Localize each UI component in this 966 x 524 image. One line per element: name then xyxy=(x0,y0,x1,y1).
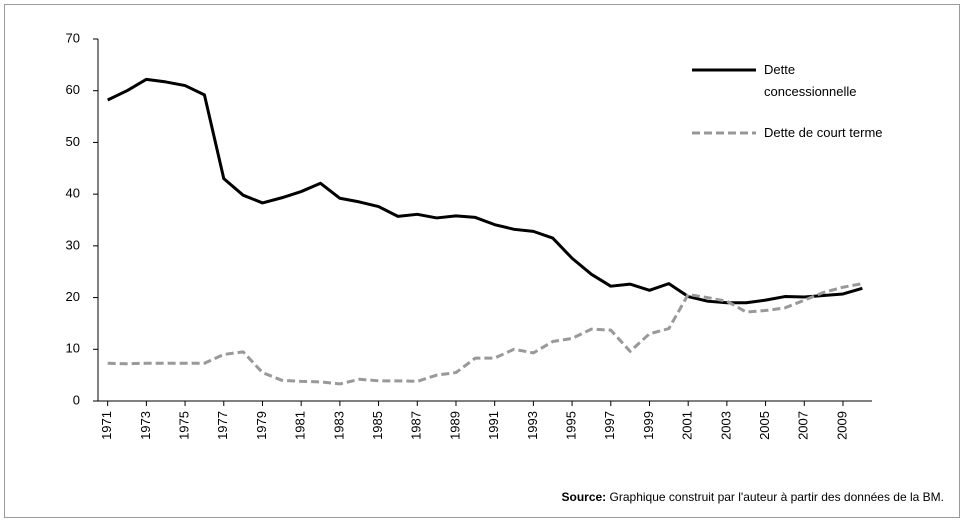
x-tick-label: 1981 xyxy=(293,411,308,440)
x-tick-label: 2009 xyxy=(834,411,849,440)
line-series xyxy=(107,282,863,386)
y-tick-label: 70 xyxy=(66,30,80,45)
source-note: Source: Graphique construit par l'auteur… xyxy=(561,490,944,504)
x-tick-label: 2003 xyxy=(718,411,733,440)
x-tick-label: 1985 xyxy=(370,411,385,440)
source-label: Source: xyxy=(561,490,607,504)
y-tick-label: 50 xyxy=(66,134,80,149)
x-tick-label: 2007 xyxy=(796,411,811,440)
x-tick-label: 1991 xyxy=(486,411,501,440)
y-tick-label: 30 xyxy=(66,237,80,252)
x-tick-label: 1975 xyxy=(177,411,192,440)
x-tick-label: 1995 xyxy=(564,411,579,440)
x-tick-label: 1987 xyxy=(409,411,424,440)
x-tick-label: 1973 xyxy=(138,411,153,440)
y-tick-label: 10 xyxy=(66,341,80,356)
line-series xyxy=(107,77,863,305)
x-tick-label: 2001 xyxy=(680,411,695,440)
x-tick-label: 1997 xyxy=(602,411,617,440)
x-tick-label: 1983 xyxy=(331,411,346,440)
x-tick-label: 1989 xyxy=(447,411,462,440)
legend-label: Dette de court terme xyxy=(764,125,883,140)
source-text: Graphique construit par l'auteur à parti… xyxy=(609,490,944,504)
x-tick-label: 1993 xyxy=(525,411,540,440)
x-tick-label: 1977 xyxy=(215,411,230,440)
x-tick-label: 2005 xyxy=(757,411,772,440)
y-tick-label: 40 xyxy=(66,186,80,201)
x-tick-label: 1979 xyxy=(254,411,269,440)
y-tick-label: 0 xyxy=(73,392,80,407)
x-tick-label: 1971 xyxy=(99,411,114,440)
y-tick-label: 20 xyxy=(66,289,80,304)
frame xyxy=(4,4,960,518)
y-tick-label: 60 xyxy=(66,82,80,97)
x-tick-label: 1999 xyxy=(641,411,656,440)
legend-label: Dette concessionnelle xyxy=(764,62,857,99)
